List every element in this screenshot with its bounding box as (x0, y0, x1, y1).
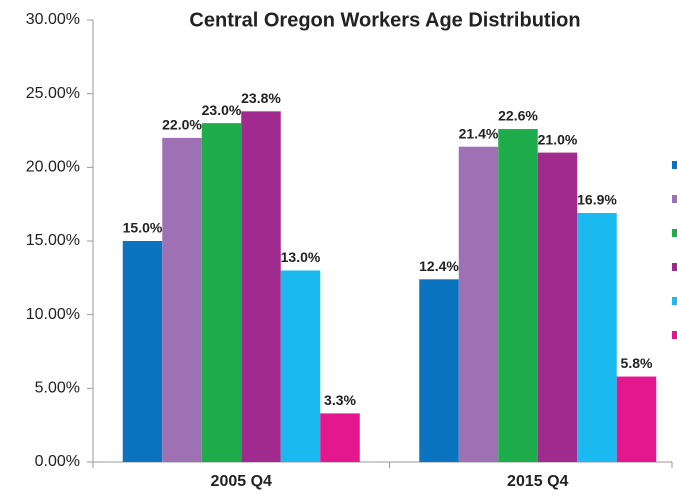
y-tick-label: 30.00% (26, 11, 80, 28)
legend-swatch (672, 263, 677, 271)
legend-swatch (672, 195, 677, 203)
y-tick-label: 10.00% (26, 306, 80, 323)
x-tick-label: 2015 Q4 (507, 473, 568, 490)
data-label: 23.0% (202, 102, 242, 118)
chart-title: Central Oregon Workers Age Distribution (189, 9, 580, 31)
y-tick-label: 0.00% (35, 453, 80, 470)
y-tick-label: 20.00% (26, 159, 80, 176)
data-label: 13.0% (281, 249, 321, 265)
legend-swatch (672, 161, 677, 169)
bar (122, 241, 163, 462)
bar (201, 123, 242, 462)
data-label: 3.3% (324, 392, 356, 408)
bar (577, 213, 617, 462)
x-tick-label: 2005 Q4 (211, 473, 272, 490)
bar (419, 279, 459, 462)
y-tick-label: 25.00% (26, 85, 80, 102)
data-label: 21.0% (538, 131, 578, 147)
data-label: 21.4% (459, 125, 499, 141)
bar (498, 129, 538, 462)
data-label: 16.9% (577, 192, 617, 208)
data-label: 22.0% (162, 117, 202, 133)
legend-swatch (672, 297, 677, 305)
legend-swatch (672, 331, 677, 339)
data-label: 22.6% (498, 108, 538, 124)
y-tick-label: 15.00% (26, 232, 80, 249)
legend-swatch (672, 229, 677, 237)
data-label: 15.0% (123, 220, 163, 236)
data-label: 5.8% (621, 355, 653, 371)
bar (241, 111, 281, 462)
y-tick-label: 5.00% (35, 380, 80, 397)
bar (458, 146, 499, 462)
data-label: 12.4% (419, 258, 459, 274)
bar (280, 270, 321, 462)
bar (320, 413, 360, 462)
bar (537, 152, 578, 462)
data-label: 23.8% (241, 90, 281, 106)
bar (162, 137, 202, 462)
bar (616, 376, 657, 462)
